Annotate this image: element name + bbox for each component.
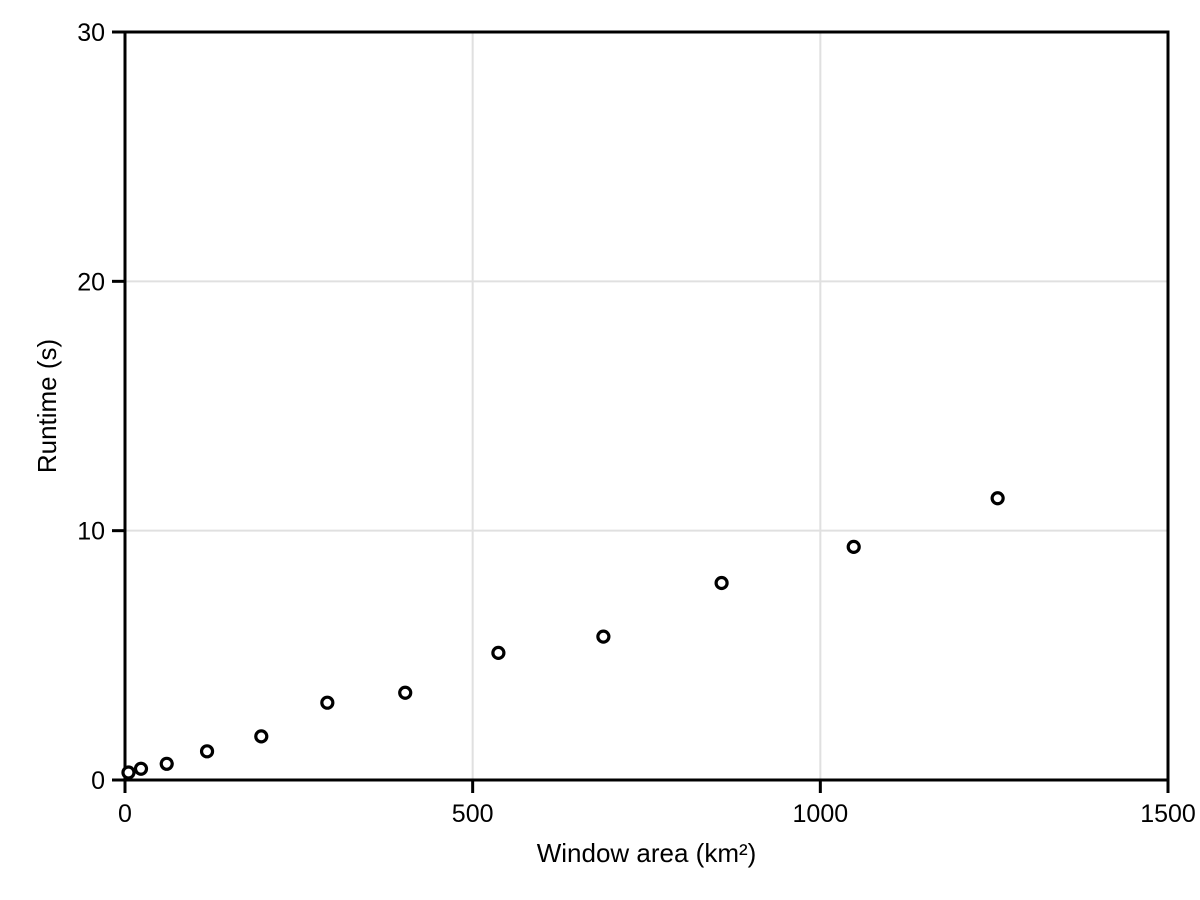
data-point [159,756,174,771]
data-point [846,539,861,554]
data-point [398,685,413,700]
data-point [990,491,1005,506]
plot-border [123,30,1170,782]
x-axis-label: Window area (km²) [537,838,757,868]
tick-labels: 0 500 1000 1500 0 10 20 30 [77,19,1196,828]
data-point [491,645,506,660]
data-point [199,744,215,759]
y-tick-label: 0 [91,767,105,795]
data-point [596,629,611,644]
gridlines [125,32,1168,780]
data-point [121,765,136,780]
data-point [133,761,149,776]
y-tick-label: 10 [77,518,105,546]
x-tick-label: 0 [118,800,132,828]
x-tick-label: 500 [452,800,494,828]
data-points [121,491,1005,780]
y-tick-label: 30 [77,19,105,47]
x-tick-label: 1000 [793,800,849,828]
data-point [714,575,729,591]
y-tick-label: 20 [77,268,105,296]
y-axis-label: Runtime (s) [32,339,62,473]
axis-ticks [112,30,1170,793]
x-tick-label: 1500 [1140,800,1196,828]
data-point [254,729,269,744]
data-point [320,695,335,710]
